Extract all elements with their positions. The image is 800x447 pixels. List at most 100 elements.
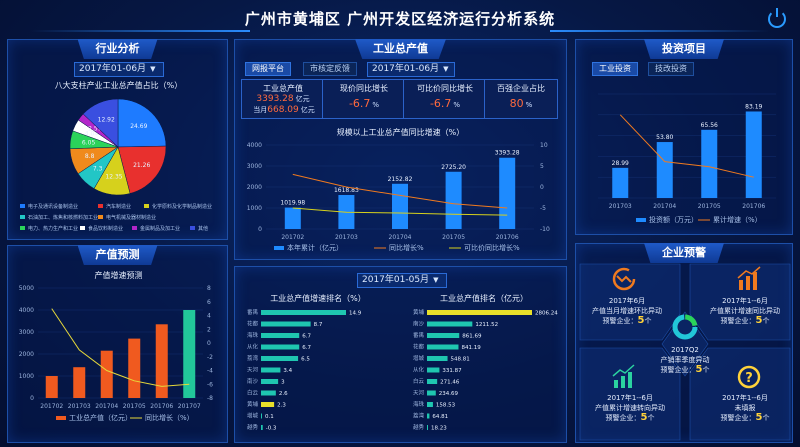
x-tick-label: 201703 — [609, 203, 632, 210]
bar-data-label: 83.19 — [745, 103, 762, 110]
legend-swatch — [190, 226, 195, 230]
kpi-sub-unit: 亿元 — [300, 106, 315, 114]
rank-bar — [261, 321, 311, 327]
bar-chart-icon — [737, 266, 761, 290]
rank-bar — [427, 402, 433, 407]
x-tick-label: 201705 — [442, 234, 465, 241]
warning-frame — [579, 263, 681, 341]
warning-desc: 产值累计增速转向异动 — [595, 404, 665, 412]
warning-count: 5 — [755, 412, 763, 423]
page-title: 广州市黄埔区 广州开发区经济运行分析系统 — [244, 10, 556, 28]
warning-card-unreported[interactable]: 2017年1--6月 未填报 预警企业：5个 — [699, 393, 791, 423]
legend-label: 食品饮料制造业 — [88, 225, 123, 232]
kpi-unit: % — [372, 101, 380, 109]
date-select-value: 2017年01-05月 — [362, 275, 430, 285]
rank-value-label: 331.87 — [442, 368, 462, 374]
investment-bar — [745, 111, 762, 198]
warning-card-quarterly[interactable]: 2017Q2 产销率季度异动 预警企业：5个 — [638, 345, 732, 375]
rank-bar — [427, 425, 428, 430]
x-tick-label: 201702 — [40, 403, 63, 410]
rank-bar — [427, 367, 440, 373]
x-tick-label: 201704 — [389, 234, 412, 241]
x-tick-label: 201703 — [68, 403, 91, 410]
y2-tick-label: -8 — [207, 395, 213, 402]
trend-down-icon — [612, 267, 636, 291]
rank-category-label: 番禺 — [413, 332, 424, 339]
legend-label: 工业总产值（亿元） — [69, 413, 132, 422]
warning-suffix: 个 — [702, 366, 710, 374]
panel-title: 行业分析 — [77, 39, 158, 59]
rank-category-label: 天河 — [413, 389, 425, 397]
x-tick-label: 201706 — [742, 203, 765, 210]
legend-label: 同比增长% — [389, 243, 424, 252]
kpi-unit: 亿元 — [295, 95, 310, 103]
y2-tick-label: 6 — [207, 299, 211, 306]
header-decoration-left — [30, 30, 250, 32]
date-select-value: 2017年01-06月 — [372, 64, 440, 74]
rank-value-label: 3 — [281, 380, 285, 386]
rank-category-label: 黄埔 — [413, 308, 425, 316]
rank-value-label: 841.19 — [461, 345, 481, 351]
rank-bar — [261, 356, 299, 361]
warning-count: 5 — [695, 364, 703, 375]
rank-value-label: 14.9 — [349, 311, 362, 317]
kpi-value: -6.7% — [323, 97, 405, 110]
y2-tick-label: -5 — [540, 205, 546, 212]
kpi-unit: % — [525, 101, 533, 109]
warning-card-cumulative[interactable]: 2017年1--6月 产值累计增速同比异动 预警企业：5个 — [699, 296, 791, 326]
trend-up-icon — [612, 364, 635, 388]
rank-category-label: 白云 — [247, 389, 259, 397]
rank-bar — [261, 390, 276, 396]
rank-category-label: 海珠 — [247, 331, 259, 339]
date-select[interactable]: 2017年01-06月 ▼ — [74, 62, 164, 77]
tab-platform[interactable]: 网报平台 — [245, 62, 291, 76]
warning-panel: 企业预警 2017年6月 产值当月增速环比异动 预警企业：5个 2017年1--… — [575, 243, 793, 443]
tab-city-feedback[interactable]: 市核定反馈 — [303, 62, 357, 76]
top-bar: 广州市黄埔区 广州开发区经济运行分析系统 — [0, 0, 800, 36]
y2-tick-label: 4 — [207, 313, 211, 320]
warning-count: 5 — [637, 315, 645, 326]
warning-desc: 产销率季度异动 — [660, 356, 710, 364]
growth-ranking-title: 工业总产值增速排名（%） — [270, 294, 366, 303]
warning-prefix: 预警企业： — [605, 414, 641, 422]
rank-category-label: 南沙 — [413, 320, 425, 328]
tab-tech-investment[interactable]: 技改投资 — [648, 62, 694, 76]
rank-category-label: 增城 — [413, 354, 425, 362]
warning-card-turning[interactable]: 2017年1--6月 产值累计增速转向异动 预警企业：5个 — [582, 393, 678, 423]
growth-line — [51, 308, 190, 387]
date-select[interactable]: 2017年01-06月 ▼ — [367, 62, 455, 77]
investment-bar — [701, 129, 718, 198]
date-select[interactable]: 2017年01-05月 ▼ — [357, 273, 447, 288]
tab-industrial-investment[interactable]: 工业投资 — [592, 62, 638, 76]
investment-bar — [612, 167, 629, 198]
rank-category-label: 天河 — [247, 366, 259, 374]
rank-category-label: 荔湾 — [247, 354, 259, 362]
legend-swatch — [98, 215, 103, 219]
rank-bar — [427, 310, 532, 315]
warning-period: 2017Q2 — [671, 346, 699, 354]
kpi-sub-label: 当月 — [253, 106, 268, 114]
y2-tick-label: -4 — [207, 368, 213, 375]
power-icon[interactable] — [768, 8, 786, 28]
x-tick-label: 201706 — [150, 403, 173, 410]
warning-card-monthly[interactable]: 2017年6月 产值当月增速环比异动 预警企业：5个 — [582, 296, 672, 326]
warning-count-line: 预警企业：5个 — [582, 316, 672, 326]
chevron-down-icon: ▼ — [433, 276, 439, 284]
legend-label: 投资额（万元） — [649, 215, 698, 224]
forecast-panel: 产值预测 产值增速预测 0 1000 2000 3000 4000 5000 8 6 4 2 0 -2… — [7, 245, 228, 443]
rank-bar — [261, 367, 281, 373]
legend-label: 电子及通讯设备制造业 — [28, 203, 78, 210]
y2-tick-label: -2 — [207, 354, 213, 361]
legend-swatch — [20, 226, 25, 230]
rank-category-label: 花都 — [413, 343, 425, 351]
bar-data-label: 65.56 — [701, 122, 718, 129]
legend-label: 可比价同比增长% — [464, 243, 520, 252]
legend-label: 累计增速（%） — [713, 215, 762, 224]
y2-tick-label: 10 — [540, 142, 548, 149]
growth-ranking-chart: 番禺 14.9 花都 8.7 海珠 6.7 从化 6.7 荔湾 6.5 天河 3.4 南沙 3 白云 2.6 黄… — [247, 309, 362, 432]
output-ranking-chart: 黄埔 2806.24 南沙 1211.52 番禺 861.69 花都 841.19 增城 548.… — [413, 308, 558, 432]
y2-tick-label: -6 — [207, 381, 213, 388]
warning-count-line: 预警企业：5个 — [699, 413, 791, 423]
rank-value-label: 8.7 — [314, 322, 323, 328]
rank-bar — [427, 356, 448, 361]
